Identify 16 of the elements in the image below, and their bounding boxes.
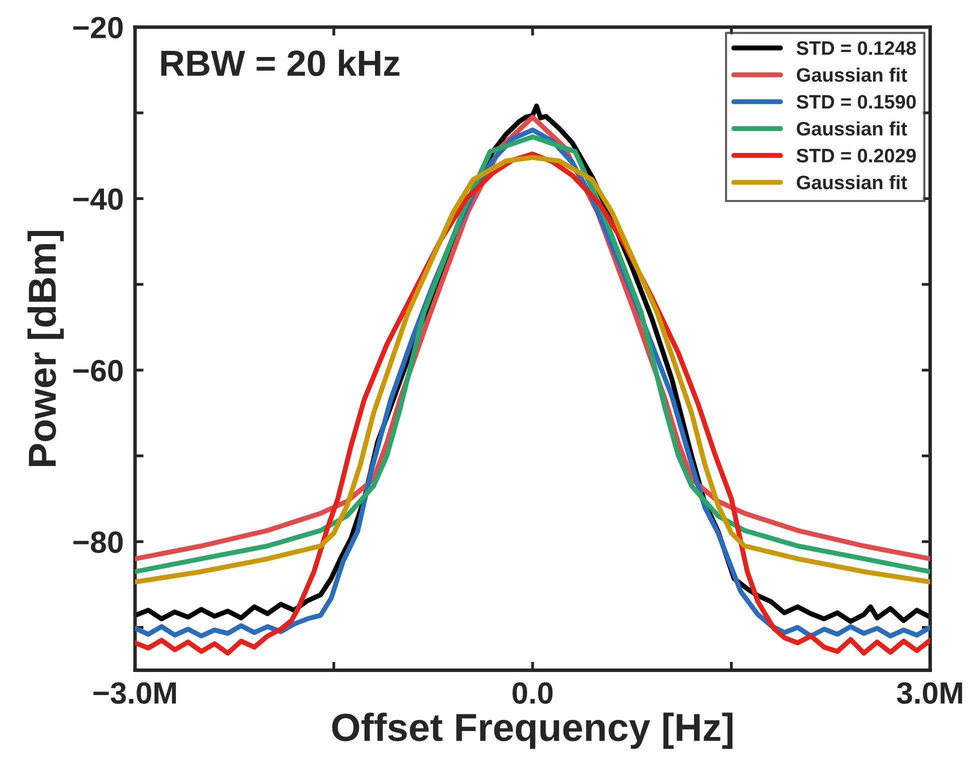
x-axis-title: Offset Frequency [Hz] bbox=[332, 712, 732, 749]
legend-label: STD = 0.1590 bbox=[796, 94, 916, 109]
y-tick-label: −60 bbox=[73, 360, 123, 382]
y-axis-title: Power [dBm] bbox=[28, 230, 64, 466]
y-tick-label: −40 bbox=[73, 188, 123, 210]
y-tick-label: −80 bbox=[73, 531, 123, 554]
legend-label: Gaussian fit bbox=[796, 121, 908, 136]
legend-label: Gaussian fit bbox=[796, 68, 908, 82]
legend-label: STD = 0.1248 bbox=[796, 41, 916, 55]
x-tick-label: −3.0M bbox=[93, 682, 176, 704]
x-tick-label: 0.0 bbox=[512, 682, 553, 704]
legend-label: Gaussian fit bbox=[796, 175, 908, 190]
y-tick-label: −20 bbox=[73, 16, 123, 38]
x-tick-label: 3.0M bbox=[896, 682, 962, 704]
annotation: RBW = 20 kHz bbox=[161, 50, 400, 76]
legend-label: STD = 0.2029 bbox=[796, 148, 916, 162]
